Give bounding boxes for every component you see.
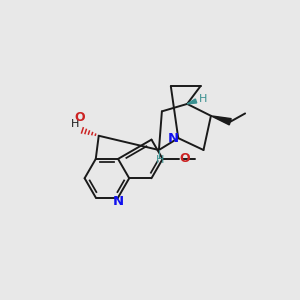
Text: O: O (179, 152, 190, 165)
Text: N: N (168, 132, 179, 145)
Text: H: H (156, 155, 165, 165)
Text: H: H (71, 119, 79, 129)
Text: H: H (198, 94, 207, 104)
Text: O: O (75, 110, 85, 124)
Text: N: N (113, 195, 124, 208)
Polygon shape (211, 116, 231, 125)
Polygon shape (187, 99, 197, 104)
